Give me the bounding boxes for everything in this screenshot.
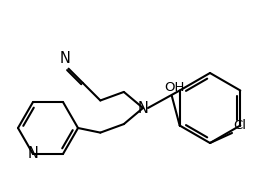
Text: Cl: Cl [233, 119, 246, 132]
Text: OH: OH [164, 80, 185, 93]
Text: N: N [60, 51, 71, 66]
Text: N: N [138, 100, 149, 115]
Text: N: N [28, 147, 38, 162]
